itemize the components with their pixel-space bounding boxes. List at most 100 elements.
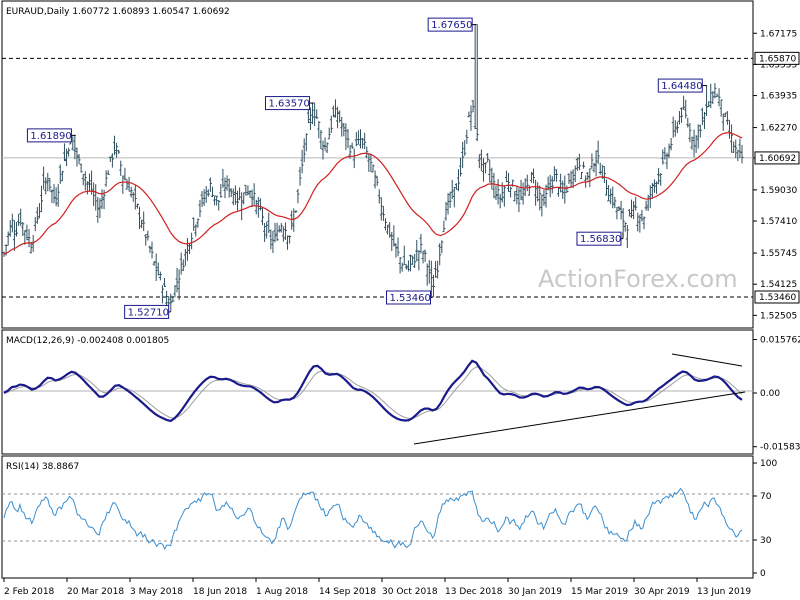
price-bar [173, 285, 177, 298]
price-bar [369, 153, 373, 173]
price-annotation: 1.64480 [657, 78, 707, 93]
price-annotation: 1.67650 [427, 17, 477, 32]
price-bar [175, 267, 179, 293]
price-bar [623, 222, 627, 232]
price-bar [559, 173, 563, 193]
price-bar [611, 186, 615, 209]
x-tick-label: 13 Dec 2018 [445, 587, 503, 597]
price-bar [542, 189, 546, 206]
price-bar [371, 164, 375, 173]
price-bar [210, 186, 214, 198]
price-bar [548, 174, 552, 198]
price-bar [657, 168, 661, 185]
price-bar [356, 130, 360, 145]
price-bar [319, 129, 323, 150]
price-bar [127, 176, 131, 192]
price-bar [23, 230, 27, 245]
price-bar [71, 136, 75, 151]
price-bar [242, 192, 246, 205]
price-bar [738, 138, 742, 159]
price-bar [582, 161, 586, 169]
rsi-y-tick-label: 70 [760, 492, 772, 502]
price-bar [379, 197, 383, 221]
macd-y-tick-label: -0.015834 [760, 443, 800, 453]
price-y-ticks: 1.67175 1.65555 1.63935 1.62270 1.60692 1.590… [753, 29, 800, 321]
price-bar [688, 122, 692, 143]
price-bar [152, 260, 156, 266]
price-bar [434, 260, 438, 278]
price-bar [650, 183, 654, 199]
price-bar [338, 110, 342, 123]
price-bar [532, 168, 536, 184]
price-bar [569, 170, 573, 188]
price-bar [206, 189, 210, 197]
price-bar [87, 173, 91, 192]
price-bar [121, 175, 125, 194]
price-bar [290, 210, 294, 230]
level-label-box [754, 51, 800, 65]
price-bar [481, 158, 485, 182]
price-bar [333, 99, 337, 118]
price-bar [392, 225, 396, 247]
price-bar [663, 147, 667, 160]
price-bar [444, 201, 448, 221]
price-bar [388, 221, 392, 238]
price-bar [252, 183, 256, 205]
price-bar [661, 149, 665, 165]
price-bar [200, 191, 204, 208]
price-bar [244, 184, 248, 196]
price-bar [450, 179, 454, 199]
price-bar [131, 191, 135, 202]
price-bar [700, 107, 704, 125]
price-bar [577, 153, 581, 171]
price-bar [496, 179, 500, 205]
price-bar [486, 153, 490, 163]
macd-trendline-lower [413, 391, 746, 445]
price-bar [179, 252, 183, 275]
price-bar [727, 120, 731, 139]
price-bar [415, 239, 419, 262]
price-bar [557, 186, 561, 197]
price-bar [79, 163, 83, 173]
price-bar [250, 189, 254, 208]
price-bar [740, 144, 744, 164]
price-bar [361, 137, 365, 149]
price-bar [98, 198, 102, 219]
price-bar [715, 93, 719, 98]
price-bar [313, 102, 317, 127]
price-bar [692, 129, 696, 158]
level-label: 1.65870 [759, 54, 796, 64]
price-bar [552, 166, 556, 182]
price-bar [235, 190, 239, 211]
price-bar [713, 83, 717, 99]
price-annotation-label: 1.67650 [431, 20, 472, 31]
price-bar [37, 203, 41, 219]
price-bar [554, 169, 558, 182]
price-bar [590, 153, 594, 169]
price-bar [525, 174, 529, 192]
price-bar [367, 153, 371, 172]
price-bar [65, 148, 69, 167]
price-bar [54, 187, 58, 207]
price-bar [442, 220, 446, 233]
price-bar [394, 243, 398, 258]
price-bar [129, 186, 133, 198]
price-bar [125, 179, 129, 190]
price-bar [2, 251, 6, 257]
price-bar [165, 290, 169, 307]
price-bar [575, 157, 579, 171]
price-bar [409, 254, 413, 272]
price-bar [469, 105, 473, 131]
price-bar [534, 179, 538, 206]
price-bar [513, 191, 517, 202]
price-bar [365, 146, 369, 159]
price-bar [254, 199, 258, 215]
price-bar [638, 214, 642, 233]
price-bar [707, 101, 711, 108]
price-bar [73, 134, 77, 160]
price-bar [509, 186, 513, 198]
rsi-title: RSI(14) 38.8867 [6, 462, 79, 472]
price-bar [565, 185, 569, 193]
price-bar [94, 184, 98, 211]
price-bar [8, 220, 12, 237]
